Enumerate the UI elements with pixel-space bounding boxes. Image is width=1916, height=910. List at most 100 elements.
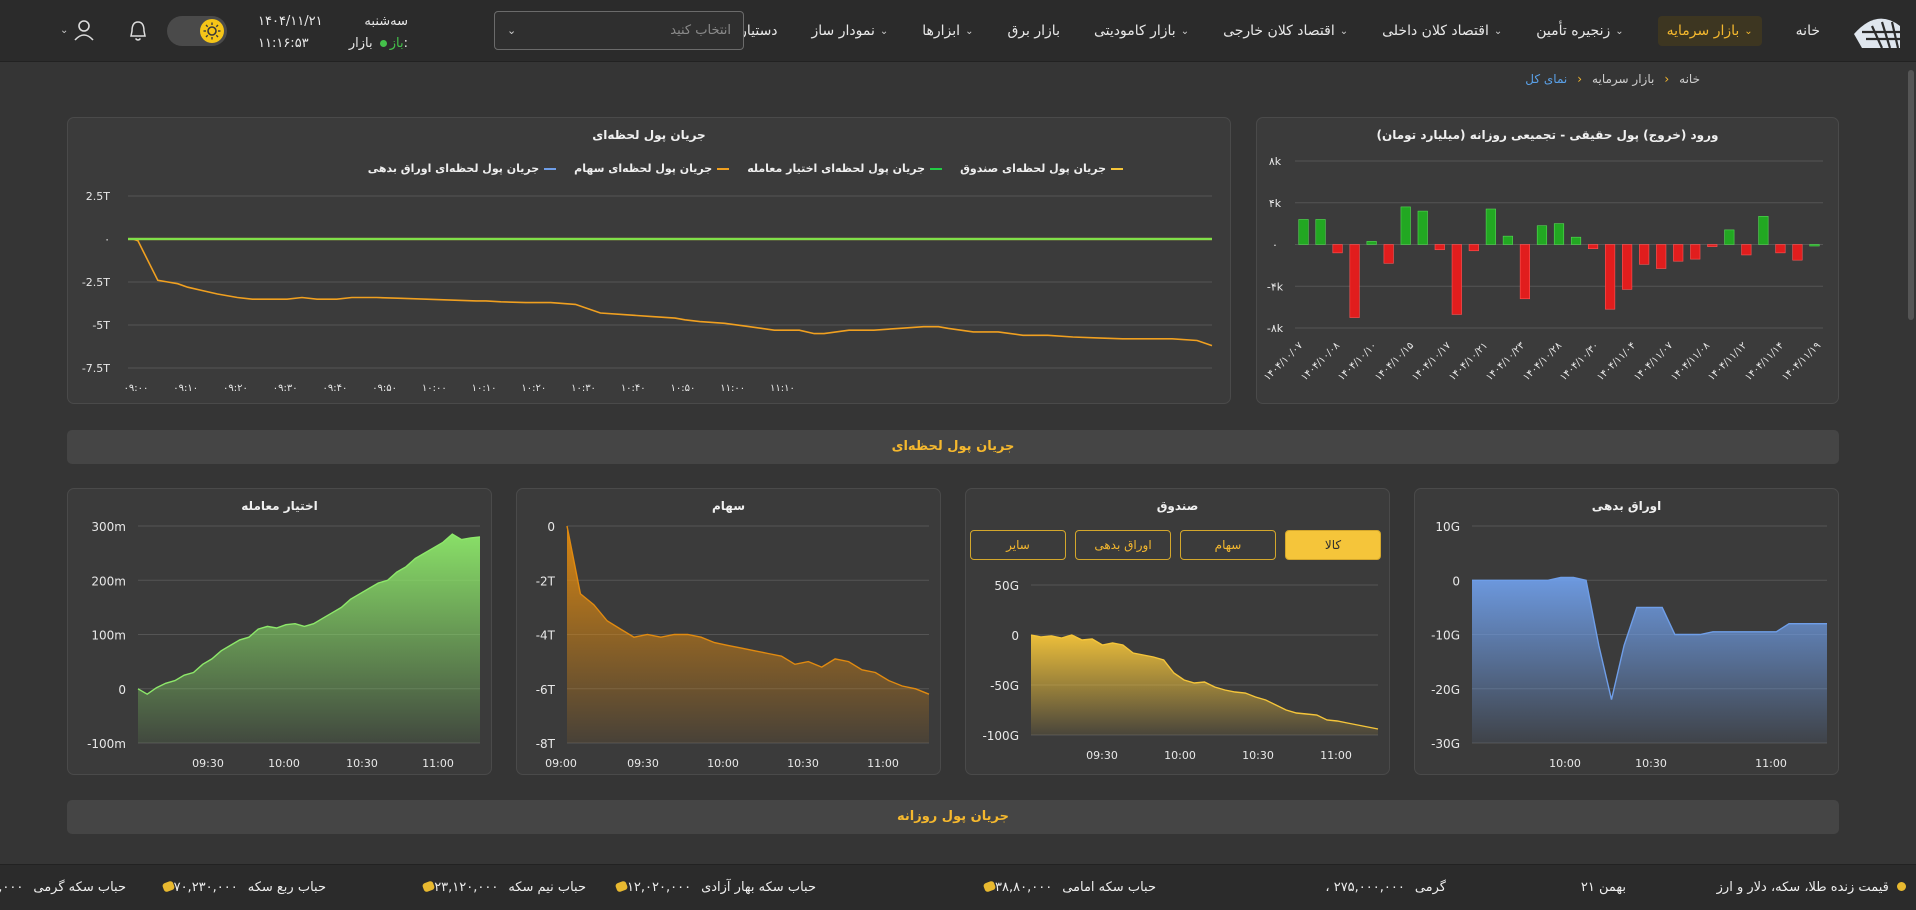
fund-tab[interactable]: کالا bbox=[1285, 530, 1381, 560]
logo-icon[interactable] bbox=[1852, 12, 1902, 50]
y-tick-label: -7.5T bbox=[82, 362, 110, 375]
bar[interactable] bbox=[1332, 244, 1343, 254]
scrollbar-thumb[interactable] bbox=[1908, 70, 1914, 320]
bar[interactable] bbox=[1519, 244, 1531, 300]
nav-label: بازار برق bbox=[1007, 23, 1060, 39]
fund-flow-chart[interactable]: 50G 0 -50G -100G 09:30 10:00 10:30 11:00 bbox=[966, 489, 1391, 776]
bar[interactable] bbox=[1622, 244, 1633, 290]
bar[interactable] bbox=[1366, 241, 1377, 245]
area-fill bbox=[1031, 635, 1378, 735]
live-price-ticker: قیمت زنده طلا، سکه، دلار و ارز ۲۱ بهمن ،… bbox=[0, 864, 1916, 910]
ticker-date: ۲۱ بهمن bbox=[1580, 880, 1626, 895]
bar[interactable] bbox=[1690, 244, 1701, 260]
bar[interactable] bbox=[1656, 244, 1667, 269]
legend-item[interactable]: جریان پول لحظه‌ای اوراق بدهی bbox=[367, 162, 557, 175]
nav-label: ابزارها bbox=[922, 23, 961, 39]
nav-supply-chain[interactable]: زنجیره تأمین ⌄ bbox=[1536, 23, 1623, 39]
nav-domestic-macro[interactable]: اقتصاد کلان داخلی ⌄ bbox=[1382, 23, 1502, 39]
fund-tab[interactable]: سهام bbox=[1180, 530, 1276, 560]
nav-foreign-macro[interactable]: اقتصاد کلان خارجی ⌄ bbox=[1223, 23, 1348, 39]
y-tick-label: -8T bbox=[536, 737, 556, 751]
x-tick-label: 11:00 bbox=[1755, 757, 1787, 770]
nav-home[interactable]: خانه bbox=[1796, 23, 1820, 39]
bar[interactable] bbox=[1315, 219, 1326, 245]
bar[interactable] bbox=[1536, 225, 1548, 245]
bar[interactable] bbox=[1349, 244, 1360, 318]
nav-label: زنجیره تأمین bbox=[1536, 23, 1611, 39]
gold-coin-icon bbox=[161, 880, 175, 893]
nav-commodity[interactable]: بازار کامودیتی ⌄ bbox=[1094, 23, 1189, 39]
x-tick-label: 10:00 bbox=[268, 757, 300, 770]
bar[interactable] bbox=[1673, 244, 1684, 262]
x-tick-label: ۱۴۰۴/۱۰/۲۳ bbox=[1484, 340, 1527, 383]
breadcrumb-home[interactable]: خانه bbox=[1679, 72, 1700, 86]
legend-item[interactable]: جریان پول لحظه‌ای اختیار معامله bbox=[747, 162, 943, 175]
nav-chart-builder[interactable]: نمودار ساز ⌄ bbox=[812, 23, 889, 39]
bar[interactable] bbox=[1570, 236, 1582, 245]
fund-flow-card: صندوق کالا سهام اوراق بدهی سایر 50G 0 -50G -10… bbox=[965, 488, 1390, 775]
x-tick-label: ۱۴۰۴/۱۰/۱۰ bbox=[1336, 340, 1379, 383]
nav-power-market[interactable]: بازار برق bbox=[1007, 23, 1060, 39]
breadcrumb-current: نمای کل bbox=[1525, 72, 1568, 86]
area-line[interactable] bbox=[566, 525, 930, 695]
bar[interactable] bbox=[1809, 244, 1820, 247]
top-navbar: خانه بازار سرمایه ⌄ زنجیره تأمین ⌄ اقتصاد کلا… bbox=[0, 0, 1916, 62]
bar[interactable] bbox=[1434, 244, 1445, 251]
nav-tools[interactable]: ابزارها ⌄ bbox=[922, 23, 973, 39]
bar[interactable] bbox=[1485, 208, 1496, 245]
page-scrollbar[interactable] bbox=[1905, 64, 1914, 864]
ticker-label: حباب نیم سکه bbox=[508, 880, 586, 895]
option-flow-chart[interactable]: 300m 200m 100m 0 -100m 09:30 10:00 10:30 11:00 bbox=[68, 489, 493, 776]
bar[interactable] bbox=[1383, 244, 1394, 264]
fund-tabs: کالا سهام اوراق بدهی سایر bbox=[970, 530, 1381, 560]
nav-label: اقتصاد کلان خارجی bbox=[1223, 23, 1335, 39]
bar[interactable] bbox=[1468, 244, 1479, 252]
legend-item[interactable]: جریان پول لحظه‌ای صندوق bbox=[960, 162, 1123, 175]
bar[interactable] bbox=[1758, 216, 1769, 245]
bar[interactable] bbox=[1792, 244, 1803, 261]
bar[interactable] bbox=[1451, 244, 1462, 315]
daily-flow-chart[interactable]: ۸k۴k۰-۴k-۸k۱۴۰۴/۱۰/۰۷۱۴۰۴/۱۰/۰۸۱۴۰۴/۱۰/۱… bbox=[1257, 118, 1840, 405]
stock-flow-title: سهام bbox=[711, 499, 746, 513]
nav-capital-market[interactable]: بازار سرمایه ⌄ bbox=[1657, 16, 1762, 46]
user-menu[interactable]: ⌄ bbox=[60, 18, 96, 42]
bar[interactable] bbox=[1298, 219, 1309, 245]
debt-flow-chart[interactable]: 10G 0 -10G -20G -30G 10:00 10:30 11:00 bbox=[1415, 489, 1840, 776]
bar[interactable] bbox=[1587, 244, 1599, 249]
bar[interactable] bbox=[1553, 223, 1565, 245]
x-tick-label: ۱۴۰۴/۱۰/۲۸ bbox=[1521, 340, 1564, 383]
legend-item[interactable]: جریان پول لحظه‌ای سهام bbox=[574, 162, 730, 175]
y-tick-label: -6T bbox=[536, 683, 556, 697]
bar[interactable] bbox=[1605, 244, 1616, 310]
fund-tab[interactable]: اوراق بدهی bbox=[1075, 530, 1171, 560]
theme-toggle[interactable] bbox=[167, 16, 227, 46]
bar[interactable] bbox=[1775, 244, 1786, 254]
bar[interactable] bbox=[1707, 244, 1718, 247]
bar[interactable] bbox=[1502, 235, 1513, 245]
y-tick-label: -4T bbox=[536, 629, 556, 643]
x-tick-label: ۱۰:۳۰ bbox=[571, 383, 596, 394]
y-tick-label: 0 bbox=[547, 520, 555, 534]
user-icon bbox=[74, 20, 94, 41]
bar[interactable] bbox=[1724, 229, 1735, 245]
stock-flow-chart[interactable]: 0 -2T -4T -6T -8T 09:00 09:30 10:00 10:30 11:00 bbox=[517, 489, 942, 776]
legend-label: جریان پول لحظه‌ای اوراق بدهی bbox=[367, 162, 540, 175]
bell-icon[interactable] bbox=[127, 19, 149, 43]
x-tick-label: ۱۰:۱۰ bbox=[472, 383, 497, 394]
area-line[interactable] bbox=[137, 533, 481, 696]
x-tick-label: ۱۰:۵۰ bbox=[671, 383, 696, 394]
instant-flow-chart[interactable]: 2.5T ۰ -2.5T -5T -7.5T ۰۹:۰۰ ۰۹:۱۰ ۰۹:۲۰ ۰۹:۳۰ ۰۹… bbox=[68, 118, 1232, 405]
y-tick-label: 50G bbox=[994, 579, 1019, 593]
area-line[interactable] bbox=[1030, 634, 1379, 730]
bar[interactable] bbox=[1639, 244, 1650, 265]
breadcrumb-section[interactable]: بازار سرمایه bbox=[1592, 72, 1655, 86]
bar[interactable] bbox=[1400, 206, 1411, 245]
bar[interactable] bbox=[1417, 210, 1428, 245]
series-line[interactable] bbox=[128, 238, 1213, 347]
symbol-select[interactable]: ⌄ انتخاب کنید bbox=[494, 11, 744, 50]
area-line[interactable] bbox=[1472, 576, 1827, 700]
fund-tab[interactable]: سایر bbox=[970, 530, 1066, 560]
bar[interactable] bbox=[1741, 244, 1752, 256]
x-tick-label: 10:00 bbox=[707, 757, 739, 770]
y-tick-label: 10G bbox=[1435, 520, 1460, 534]
